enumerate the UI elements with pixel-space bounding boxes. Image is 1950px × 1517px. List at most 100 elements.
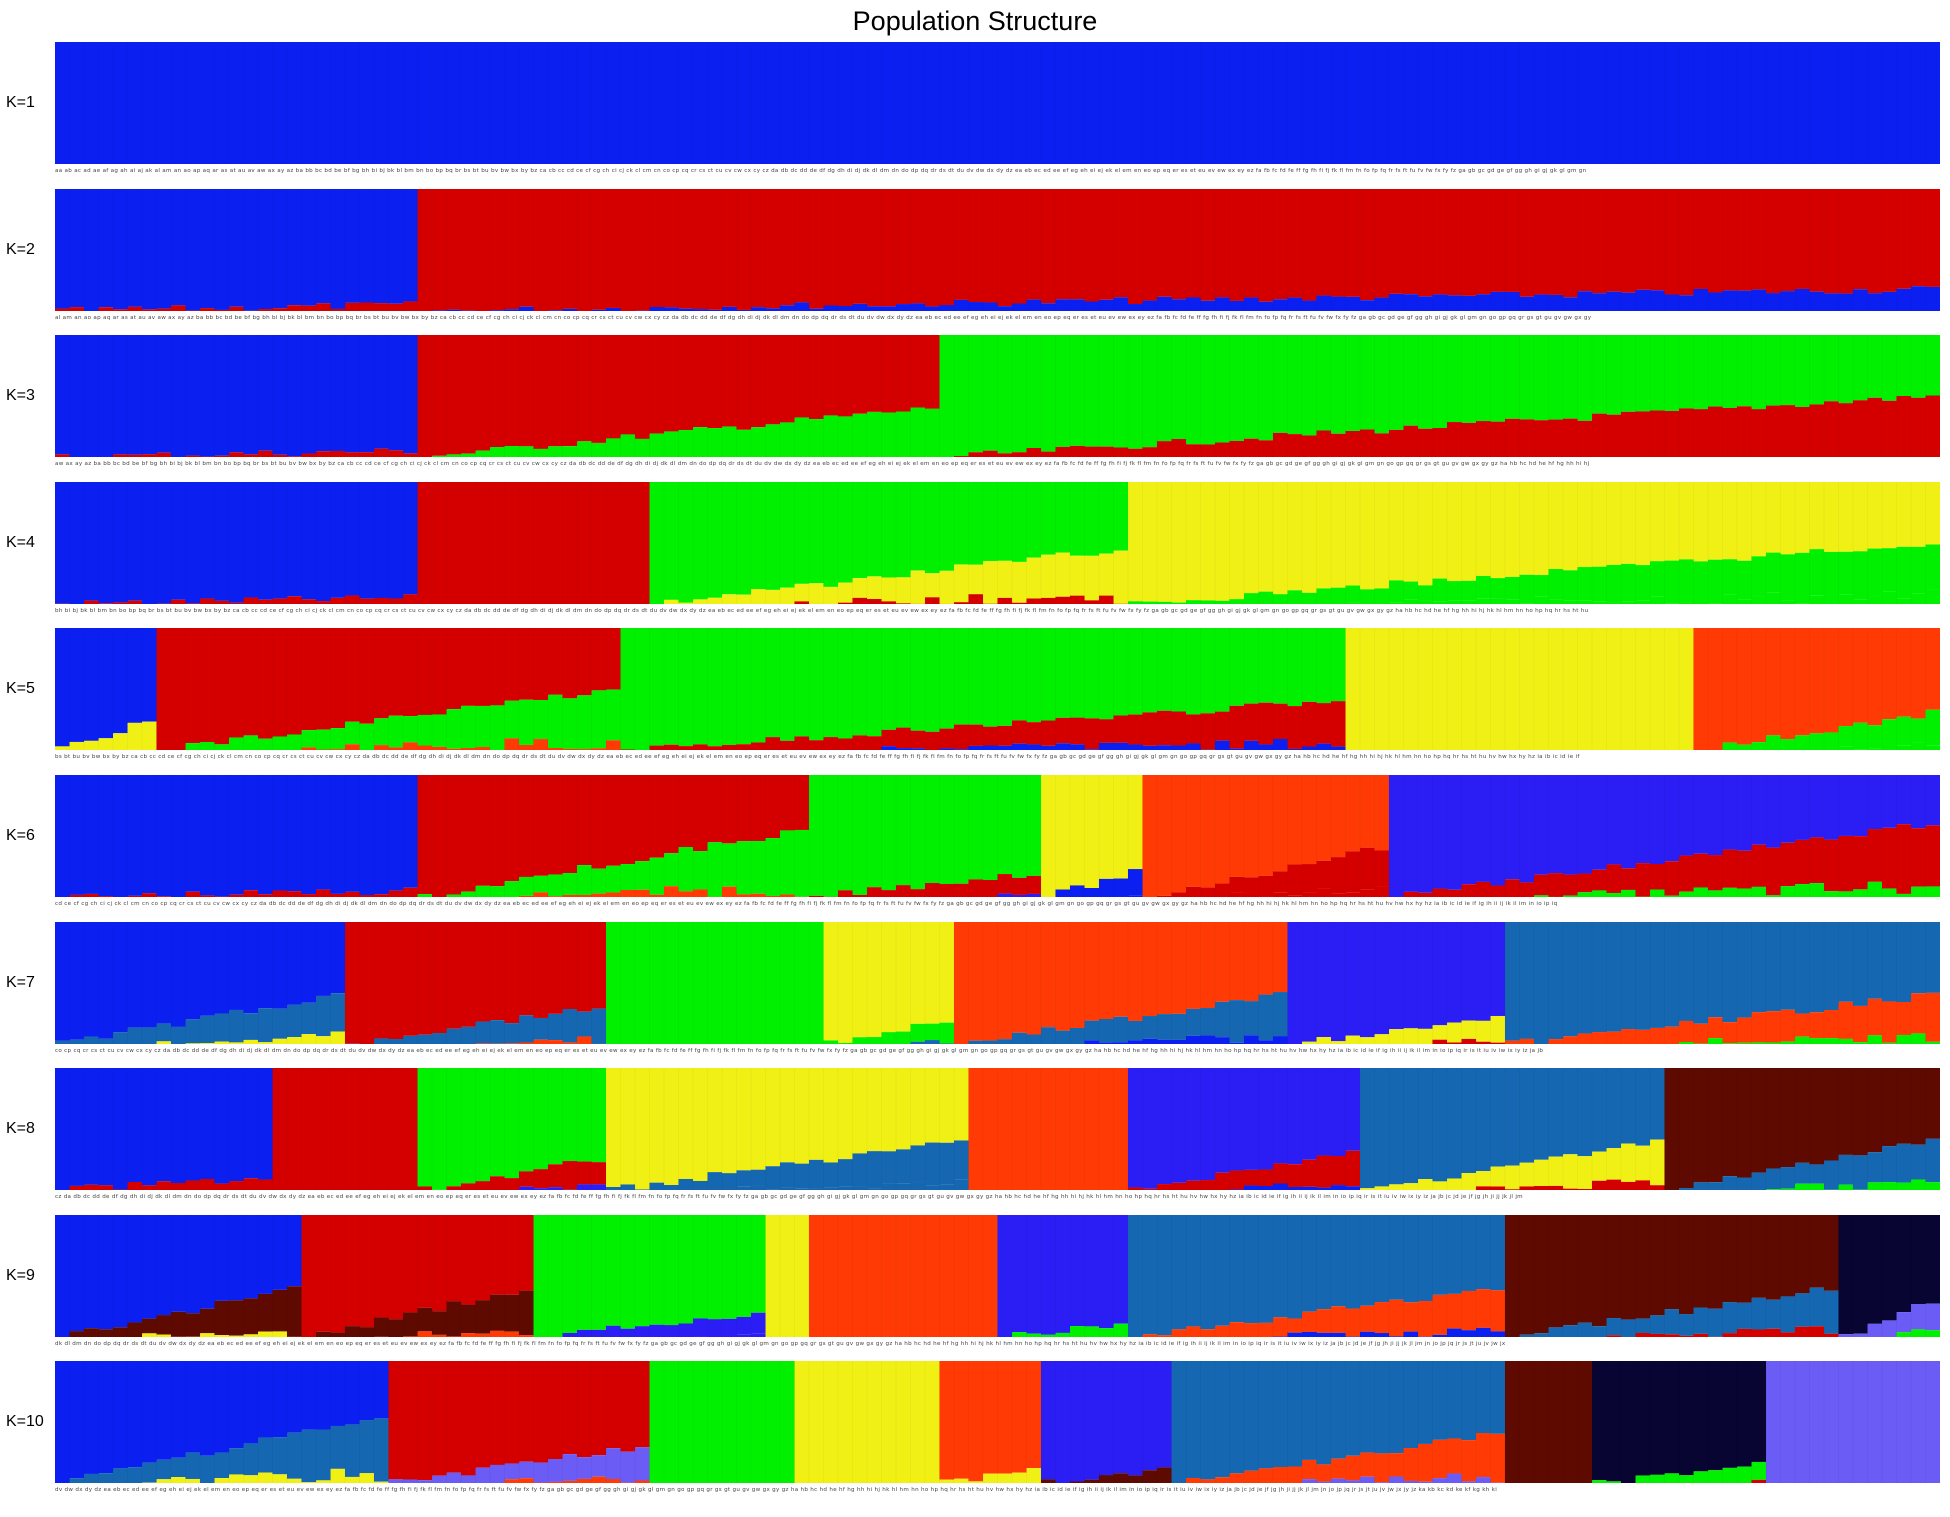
bar-segment — [751, 588, 767, 604]
bar-segment — [1795, 839, 1811, 885]
bar-segment — [1273, 892, 1289, 897]
bar-segment — [1418, 42, 1434, 164]
bar-segment — [1621, 188, 1637, 293]
bar-segment — [910, 303, 926, 311]
bar-segment — [1766, 1361, 1782, 1484]
bar-segment — [548, 335, 564, 447]
bar-segment — [345, 1068, 361, 1191]
bar-segment — [504, 335, 520, 447]
bar-segment — [69, 1214, 85, 1331]
bar-segment — [359, 1361, 375, 1421]
bar-segment — [156, 1314, 172, 1335]
bar-segment — [620, 335, 636, 435]
bar-segment — [1389, 628, 1405, 751]
bar-segment — [1113, 775, 1129, 879]
bar-segment — [606, 1068, 622, 1188]
bar-segment — [780, 587, 796, 604]
bar-segment — [954, 921, 970, 1044]
bar-segment — [1896, 1311, 1912, 1332]
bar-segment — [838, 188, 854, 306]
bar-segment — [1882, 1320, 1898, 1337]
bar-segment — [1273, 298, 1289, 311]
bar-segment — [635, 889, 651, 897]
bar-segment — [1592, 413, 1608, 458]
bar-segment — [867, 1151, 883, 1190]
bar-segment — [388, 890, 404, 897]
bar-segment — [1490, 1166, 1506, 1187]
bar-segment — [1026, 722, 1042, 745]
bar-segment — [635, 1447, 651, 1481]
bar-segment — [1084, 749, 1100, 751]
bar-segment — [867, 1036, 883, 1044]
bar-segment — [1490, 421, 1506, 458]
bar-segment — [1142, 335, 1158, 448]
bar-segment — [214, 1013, 230, 1042]
bar-segment — [591, 628, 607, 691]
bar-segment — [1287, 297, 1303, 311]
bar-segment — [1403, 921, 1419, 1028]
bar-segment — [606, 307, 622, 311]
bar-segment — [98, 628, 114, 739]
bar-segment — [1925, 710, 1940, 747]
bar-segment — [1157, 921, 1173, 1014]
bar-segment — [1693, 1471, 1709, 1484]
bar-segment — [1795, 481, 1811, 553]
bar-segment — [1244, 1185, 1260, 1191]
bar-segment — [896, 1214, 912, 1337]
bar-segment — [1548, 775, 1564, 874]
bar-segment — [1838, 481, 1854, 552]
bar-segment — [1012, 303, 1028, 311]
bar-segment — [678, 188, 694, 309]
bar-segment — [301, 42, 317, 164]
bar-segment — [1142, 1188, 1158, 1191]
bar-segment — [1215, 921, 1231, 1002]
bar-segment — [939, 628, 955, 729]
bar-segment — [461, 1304, 477, 1333]
bar-segment — [1606, 893, 1622, 897]
bar-segment — [1476, 188, 1492, 294]
bar-segment — [1679, 1188, 1695, 1191]
bar-segment — [1012, 1068, 1028, 1191]
bar-segment — [461, 1361, 477, 1476]
bar-segment — [809, 335, 825, 420]
bar-segment — [403, 1035, 419, 1044]
bar-segment — [1896, 188, 1912, 289]
bar-segment — [809, 419, 825, 458]
bar-segment — [1461, 1440, 1477, 1482]
bar-segment — [1099, 42, 1115, 164]
bar-segment — [1780, 886, 1796, 897]
bar-segment — [1650, 889, 1666, 897]
bar-segment — [258, 450, 274, 458]
bar-segment — [142, 188, 158, 309]
bar-segment — [707, 1172, 723, 1191]
bar-segment — [954, 456, 970, 458]
bar-segment — [809, 775, 825, 896]
bar-segment — [1751, 596, 1767, 604]
bar-segment — [113, 335, 129, 455]
k-label: K=10 — [6, 1413, 44, 1431]
bar-segment — [983, 628, 999, 728]
bar-segment — [1258, 744, 1274, 751]
bar-segment — [722, 1173, 738, 1191]
bar-segment — [185, 921, 201, 1019]
bar-segment — [1577, 481, 1593, 567]
bar-segment — [968, 921, 984, 1041]
bar-segment — [1766, 1189, 1782, 1191]
bar-segment — [1780, 775, 1796, 843]
bar-segment — [84, 42, 100, 164]
bar-segment — [780, 1214, 796, 1337]
bar-segment — [678, 628, 694, 747]
bar-segment — [1635, 1332, 1651, 1337]
bar-segment — [736, 42, 752, 164]
bar-segment — [403, 188, 419, 302]
bar-segment — [722, 335, 738, 427]
bar-segment — [171, 599, 187, 604]
bar-segment — [577, 42, 593, 164]
bar-segment — [504, 1331, 520, 1337]
bar-segment — [968, 628, 984, 726]
bar-segment — [1911, 188, 1927, 286]
bar-segment — [1302, 1214, 1318, 1312]
bar-segment — [591, 1162, 607, 1185]
bar-segment — [1679, 559, 1695, 603]
bar-segment — [1867, 1361, 1883, 1484]
